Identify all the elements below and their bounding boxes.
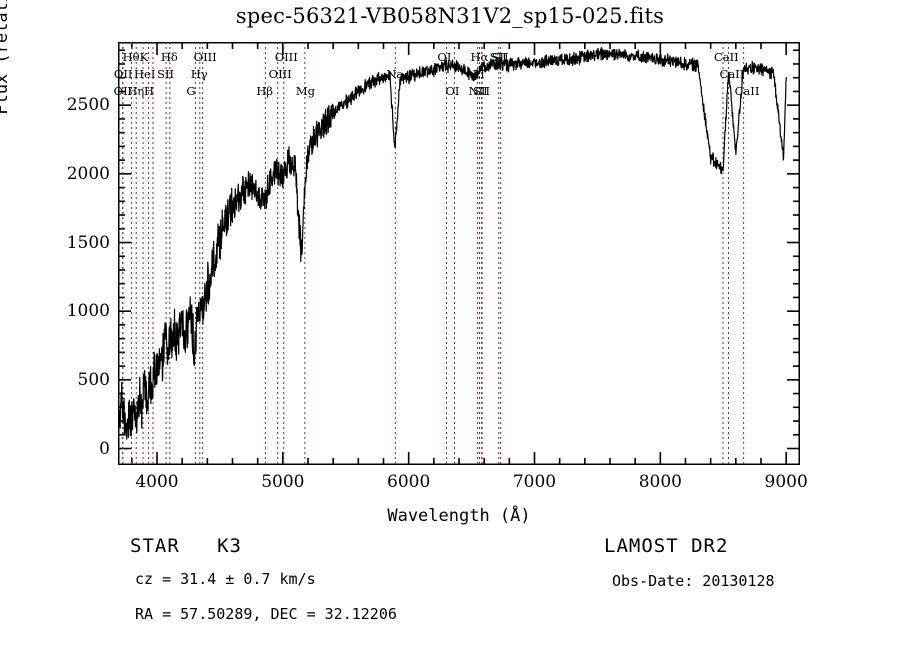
x-tick-label: 6000 xyxy=(387,472,431,492)
y-tick-label: 1000 xyxy=(66,301,110,322)
spectral-line-label: Hθ xyxy=(122,50,140,64)
spectral-line-label: G xyxy=(186,84,196,98)
spectral-line-label: OII xyxy=(113,67,133,81)
spectral-line-label: NII xyxy=(468,84,488,98)
spectral-line-label: SII xyxy=(489,50,507,64)
spectral-line-label: OI xyxy=(445,84,460,98)
plot-area xyxy=(118,42,800,465)
spectral-line-label: OI xyxy=(437,50,452,64)
x-tick-label: 4000 xyxy=(135,472,179,492)
y-tick-label: 1500 xyxy=(66,232,110,253)
spectral-line-label: K xyxy=(139,50,149,64)
x-tick-label: 9000 xyxy=(764,472,808,492)
y-tick-label: 2000 xyxy=(66,163,110,184)
spectral-class-label: K3 xyxy=(217,535,242,557)
y-tick-label: 0 xyxy=(99,438,110,459)
y-axis-label: Flux (relative) xyxy=(0,0,12,115)
redshift-velocity-label: cz = 31.4 ± 0.7 km/s xyxy=(135,570,316,588)
spectral-line-label: HeI xyxy=(134,67,156,81)
spectral-line-label: CaII xyxy=(719,67,745,81)
survey-label: LAMOST DR2 xyxy=(604,535,729,557)
spectral-line-label: SII xyxy=(473,84,491,98)
y-tick-label: 500 xyxy=(77,369,110,390)
x-tick-label: 8000 xyxy=(638,472,682,492)
spectral-line-label: Hη xyxy=(127,84,145,98)
spectral-line-label: SII xyxy=(157,67,175,81)
spectral-line-label: H xyxy=(143,84,154,98)
coordinates-label: RA = 57.50289, DEC = 32.12206 xyxy=(135,605,397,623)
spectral-line-label: CaII xyxy=(713,50,739,64)
spectral-line-label: Hγ xyxy=(190,67,208,81)
spectral-line-label: OIII xyxy=(268,67,292,81)
obs-date-label: Obs-Date: 20130128 xyxy=(612,572,775,590)
spectral-line-label: Hδ xyxy=(160,50,178,64)
spectral-line-label: LI xyxy=(472,67,485,81)
spectral-line-label: SII xyxy=(491,50,509,64)
spectral-line-label: Hβ xyxy=(256,84,274,98)
spectral-line-label: CaII xyxy=(734,84,760,98)
spectrum-canvas xyxy=(118,42,800,465)
x-axis-label: Wavelength (Å) xyxy=(387,506,531,526)
object-type-label: STAR K3 xyxy=(130,535,242,557)
spectral-line-label: OIII xyxy=(193,50,217,64)
spectral-line-label: Mg xyxy=(295,84,315,98)
spectral-line-label: Na xyxy=(386,67,404,81)
x-tick-label: 5000 xyxy=(261,472,305,492)
x-tick-label: 7000 xyxy=(512,472,557,492)
page-title: spec-56321-VB058N31V2_sp15-025.fits xyxy=(235,4,665,28)
spectral-line-label: OII xyxy=(113,84,133,98)
y-tick-label: 2500 xyxy=(66,95,110,116)
spectral-line-label: Hα xyxy=(470,50,489,64)
spectral-line-label: OIII xyxy=(274,50,298,64)
